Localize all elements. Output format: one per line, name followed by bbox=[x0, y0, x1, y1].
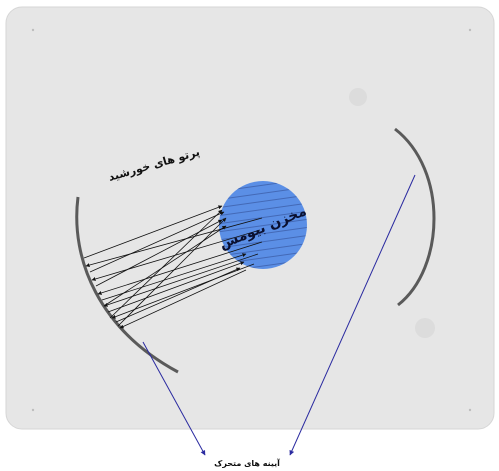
pointer-line-right bbox=[289, 174, 416, 456]
ray-bundle bbox=[83, 205, 263, 329]
converging-ray bbox=[117, 217, 227, 327]
reflected-ray bbox=[107, 261, 245, 313]
corner-dot bbox=[31, 408, 35, 412]
converging-ray bbox=[103, 225, 227, 307]
incoming-ray bbox=[103, 253, 259, 307]
reflected-ray bbox=[83, 205, 223, 259]
reflected-ray bbox=[101, 253, 247, 301]
pointer-line-left bbox=[142, 341, 206, 456]
left-mirror bbox=[75, 196, 179, 374]
reflected-ray bbox=[115, 267, 241, 323]
converging-ray bbox=[109, 209, 223, 319]
incoming-ray bbox=[85, 217, 263, 267]
incoming-ray bbox=[91, 229, 261, 281]
moving-mirrors-label: آیینه های متحرک bbox=[214, 458, 280, 468]
incoming-ray bbox=[97, 241, 263, 295]
corner-dot bbox=[468, 408, 472, 412]
reflected-ray bbox=[89, 211, 225, 273]
incoming-ray bbox=[119, 269, 247, 329]
reflected-ray bbox=[95, 219, 223, 287]
corner-dot bbox=[468, 28, 472, 32]
reservoir-hatching bbox=[219, 181, 307, 269]
incoming-ray bbox=[111, 263, 255, 319]
corner-dot bbox=[31, 28, 35, 32]
artifact-smudge bbox=[349, 88, 367, 106]
artifact-smudge bbox=[415, 318, 435, 338]
right-mirror bbox=[394, 127, 436, 307]
